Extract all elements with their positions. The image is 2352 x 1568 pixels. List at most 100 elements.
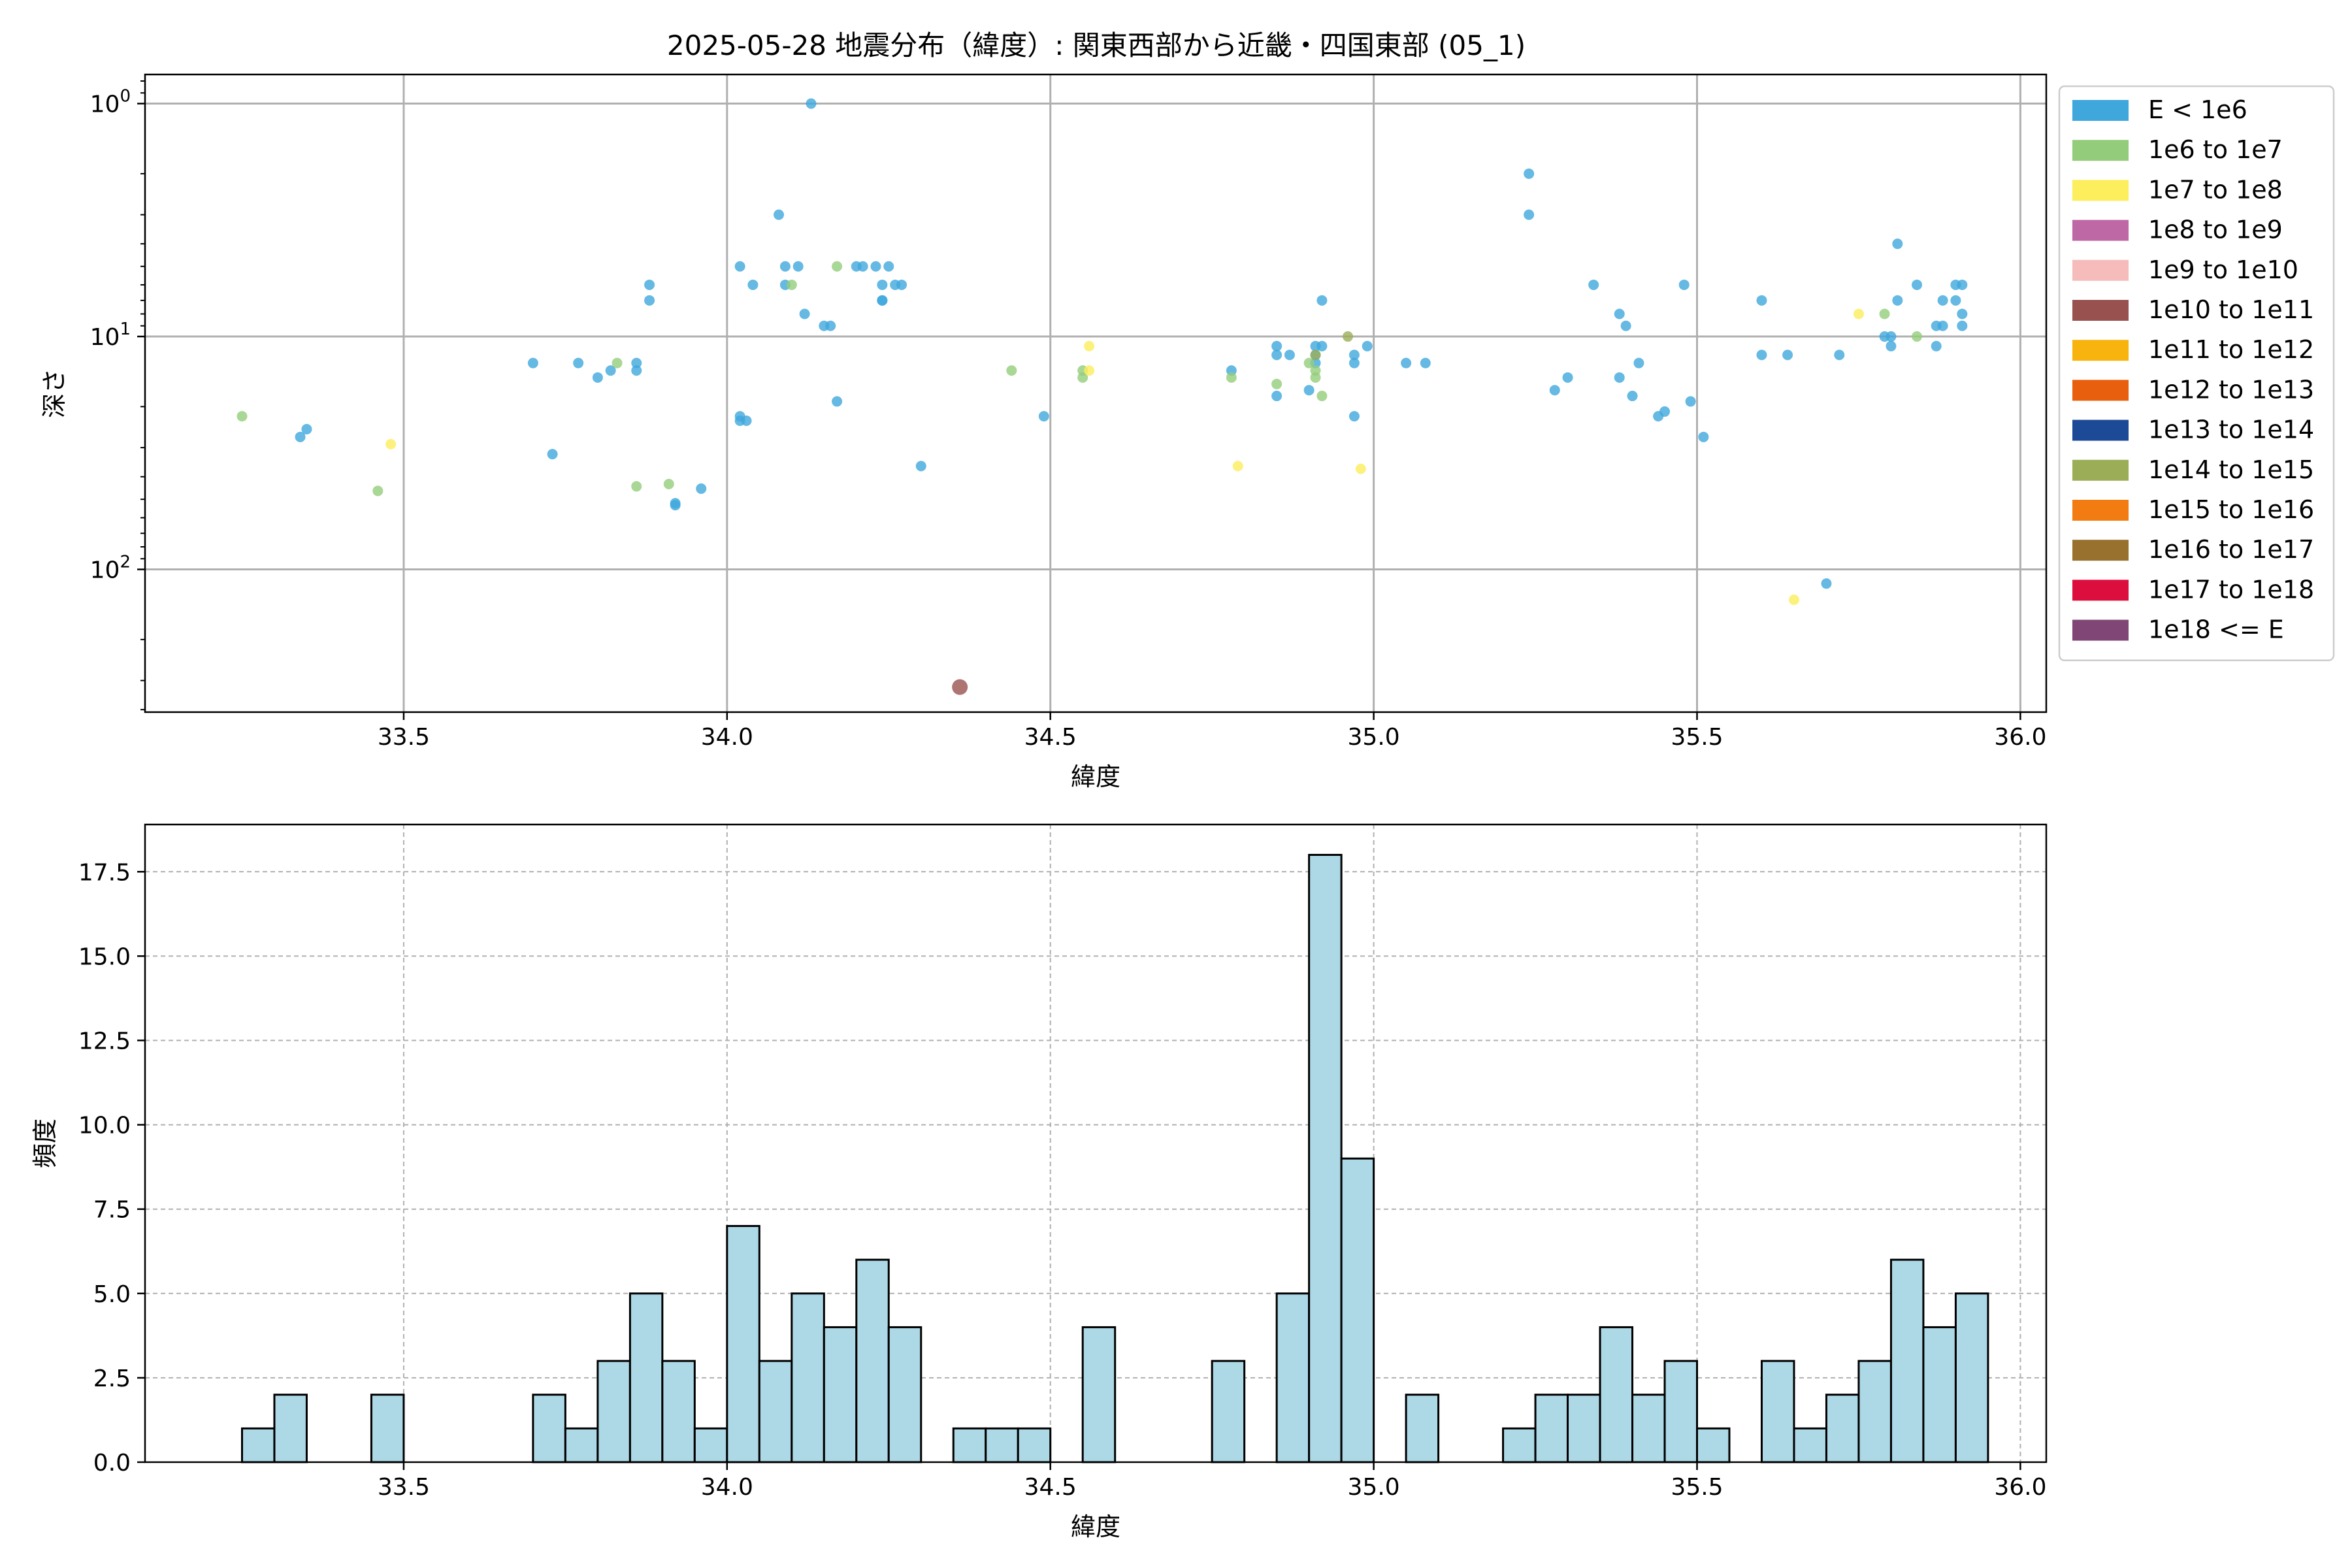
y-tick-label: 102 <box>90 553 131 584</box>
data-point <box>1892 238 1903 250</box>
data-point <box>1232 461 1243 472</box>
legend-swatch <box>2072 220 2129 241</box>
data-point <box>1038 411 1049 422</box>
data-point <box>1957 279 1968 290</box>
histogram-bar <box>1922 1326 1957 1463</box>
y-tick-label: 0.0 <box>93 1450 131 1477</box>
data-point <box>1627 391 1638 402</box>
histogram-bar <box>1081 1326 1117 1463</box>
data-point <box>877 279 888 290</box>
legend-label: 1e7 to 1e8 <box>2148 175 2283 204</box>
data-point <box>1549 385 1560 396</box>
x-tick-label: 34.0 <box>701 1474 753 1501</box>
histogram-bar <box>791 1292 825 1463</box>
histogram-bar <box>1760 1360 1795 1463</box>
y-tick-label: 12.5 <box>78 1028 131 1054</box>
data-point <box>896 279 907 290</box>
data-point <box>1698 431 1709 442</box>
data-point <box>806 98 817 109</box>
histogram-bar <box>1663 1360 1699 1463</box>
histogram-bar <box>855 1258 890 1463</box>
data-point <box>1271 378 1282 389</box>
histogram-bar <box>1889 1258 1925 1463</box>
legend-label: 1e13 to 1e14 <box>2148 416 2314 444</box>
data-point <box>1834 350 1845 361</box>
data-point <box>1788 595 1799 606</box>
histogram-bar <box>1599 1326 1634 1463</box>
data-point <box>1821 578 1832 589</box>
series-4 <box>1310 331 1354 361</box>
x-tick-label: 36.0 <box>1994 724 2046 751</box>
x-tick-label: 34.5 <box>1024 1474 1077 1501</box>
data-point <box>1685 396 1696 407</box>
data-point <box>696 483 707 494</box>
legend-swatch <box>2072 340 2129 361</box>
data-point <box>1633 357 1644 368</box>
legend-swatch <box>2072 540 2129 561</box>
histogram-bar <box>823 1326 858 1463</box>
data-point <box>1310 350 1321 361</box>
histogram-bar <box>758 1360 793 1463</box>
data-point <box>1343 331 1354 342</box>
data-point <box>1401 357 1412 368</box>
legend-swatch <box>2072 619 2129 641</box>
legend-label: 1e8 to 1e9 <box>2148 216 2283 244</box>
data-point <box>1316 340 1328 351</box>
data-point <box>870 261 881 272</box>
data-point <box>799 308 810 319</box>
histogram-bar <box>240 1427 276 1463</box>
data-point <box>372 485 384 497</box>
histogram-bar <box>1567 1394 1601 1463</box>
data-point <box>779 261 791 272</box>
data-point <box>734 261 745 272</box>
data-point <box>825 320 836 331</box>
legend-label: 1e15 to 1e16 <box>2148 495 2314 524</box>
histogram-bar <box>726 1225 760 1463</box>
histogram-bar <box>1340 1157 1375 1463</box>
y-tick-label: 101 <box>90 319 131 351</box>
histogram-bar <box>1857 1360 1892 1463</box>
histogram-bar <box>1405 1394 1440 1463</box>
data-point <box>1678 279 1690 290</box>
data-point <box>1614 372 1625 383</box>
data-point <box>1892 295 1903 306</box>
data-point <box>1348 357 1360 368</box>
y-tick-base: 10 <box>90 557 120 584</box>
legend-swatch <box>2072 259 2129 281</box>
histogram-bar <box>1308 853 1343 1463</box>
histogram-bar <box>1631 1394 1666 1463</box>
data-point <box>1588 279 1599 290</box>
x-tick-label: 36.0 <box>1994 1474 2046 1501</box>
data-point <box>1614 308 1625 319</box>
x-tick-label: 35.5 <box>1671 724 1723 751</box>
data-point <box>792 261 804 272</box>
x-tick-label: 34.5 <box>1024 724 1077 751</box>
data-point <box>1912 279 1923 290</box>
data-point <box>1284 350 1295 361</box>
data-point <box>1420 357 1431 368</box>
histogram-bar <box>985 1427 1019 1463</box>
histogram-bar <box>629 1292 664 1463</box>
data-point <box>527 357 538 368</box>
histogram-bar <box>1502 1427 1537 1463</box>
legend-swatch <box>2072 100 2129 121</box>
y-axis-label: 頻度 <box>31 1119 59 1168</box>
y-tick-label: 2.5 <box>93 1365 131 1392</box>
data-point <box>573 357 584 368</box>
data-point <box>1524 168 1535 179</box>
data-point <box>1084 365 1095 376</box>
legend-swatch <box>2072 300 2129 321</box>
data-point <box>747 279 759 290</box>
histogram-bar <box>887 1326 923 1463</box>
x-tick-label: 34.0 <box>701 724 753 751</box>
data-point <box>1271 391 1282 402</box>
legend-label: 1e9 to 1e10 <box>2148 255 2298 284</box>
legend-label: 1e16 to 1e17 <box>2148 535 2314 564</box>
y-tick-base: 10 <box>90 324 120 351</box>
x-tick-label: 35.0 <box>1348 1474 1400 1501</box>
data-point <box>741 415 752 426</box>
data-point <box>1316 391 1328 402</box>
data-point <box>1756 350 1767 361</box>
legend-label: 1e11 to 1e12 <box>2148 335 2314 364</box>
